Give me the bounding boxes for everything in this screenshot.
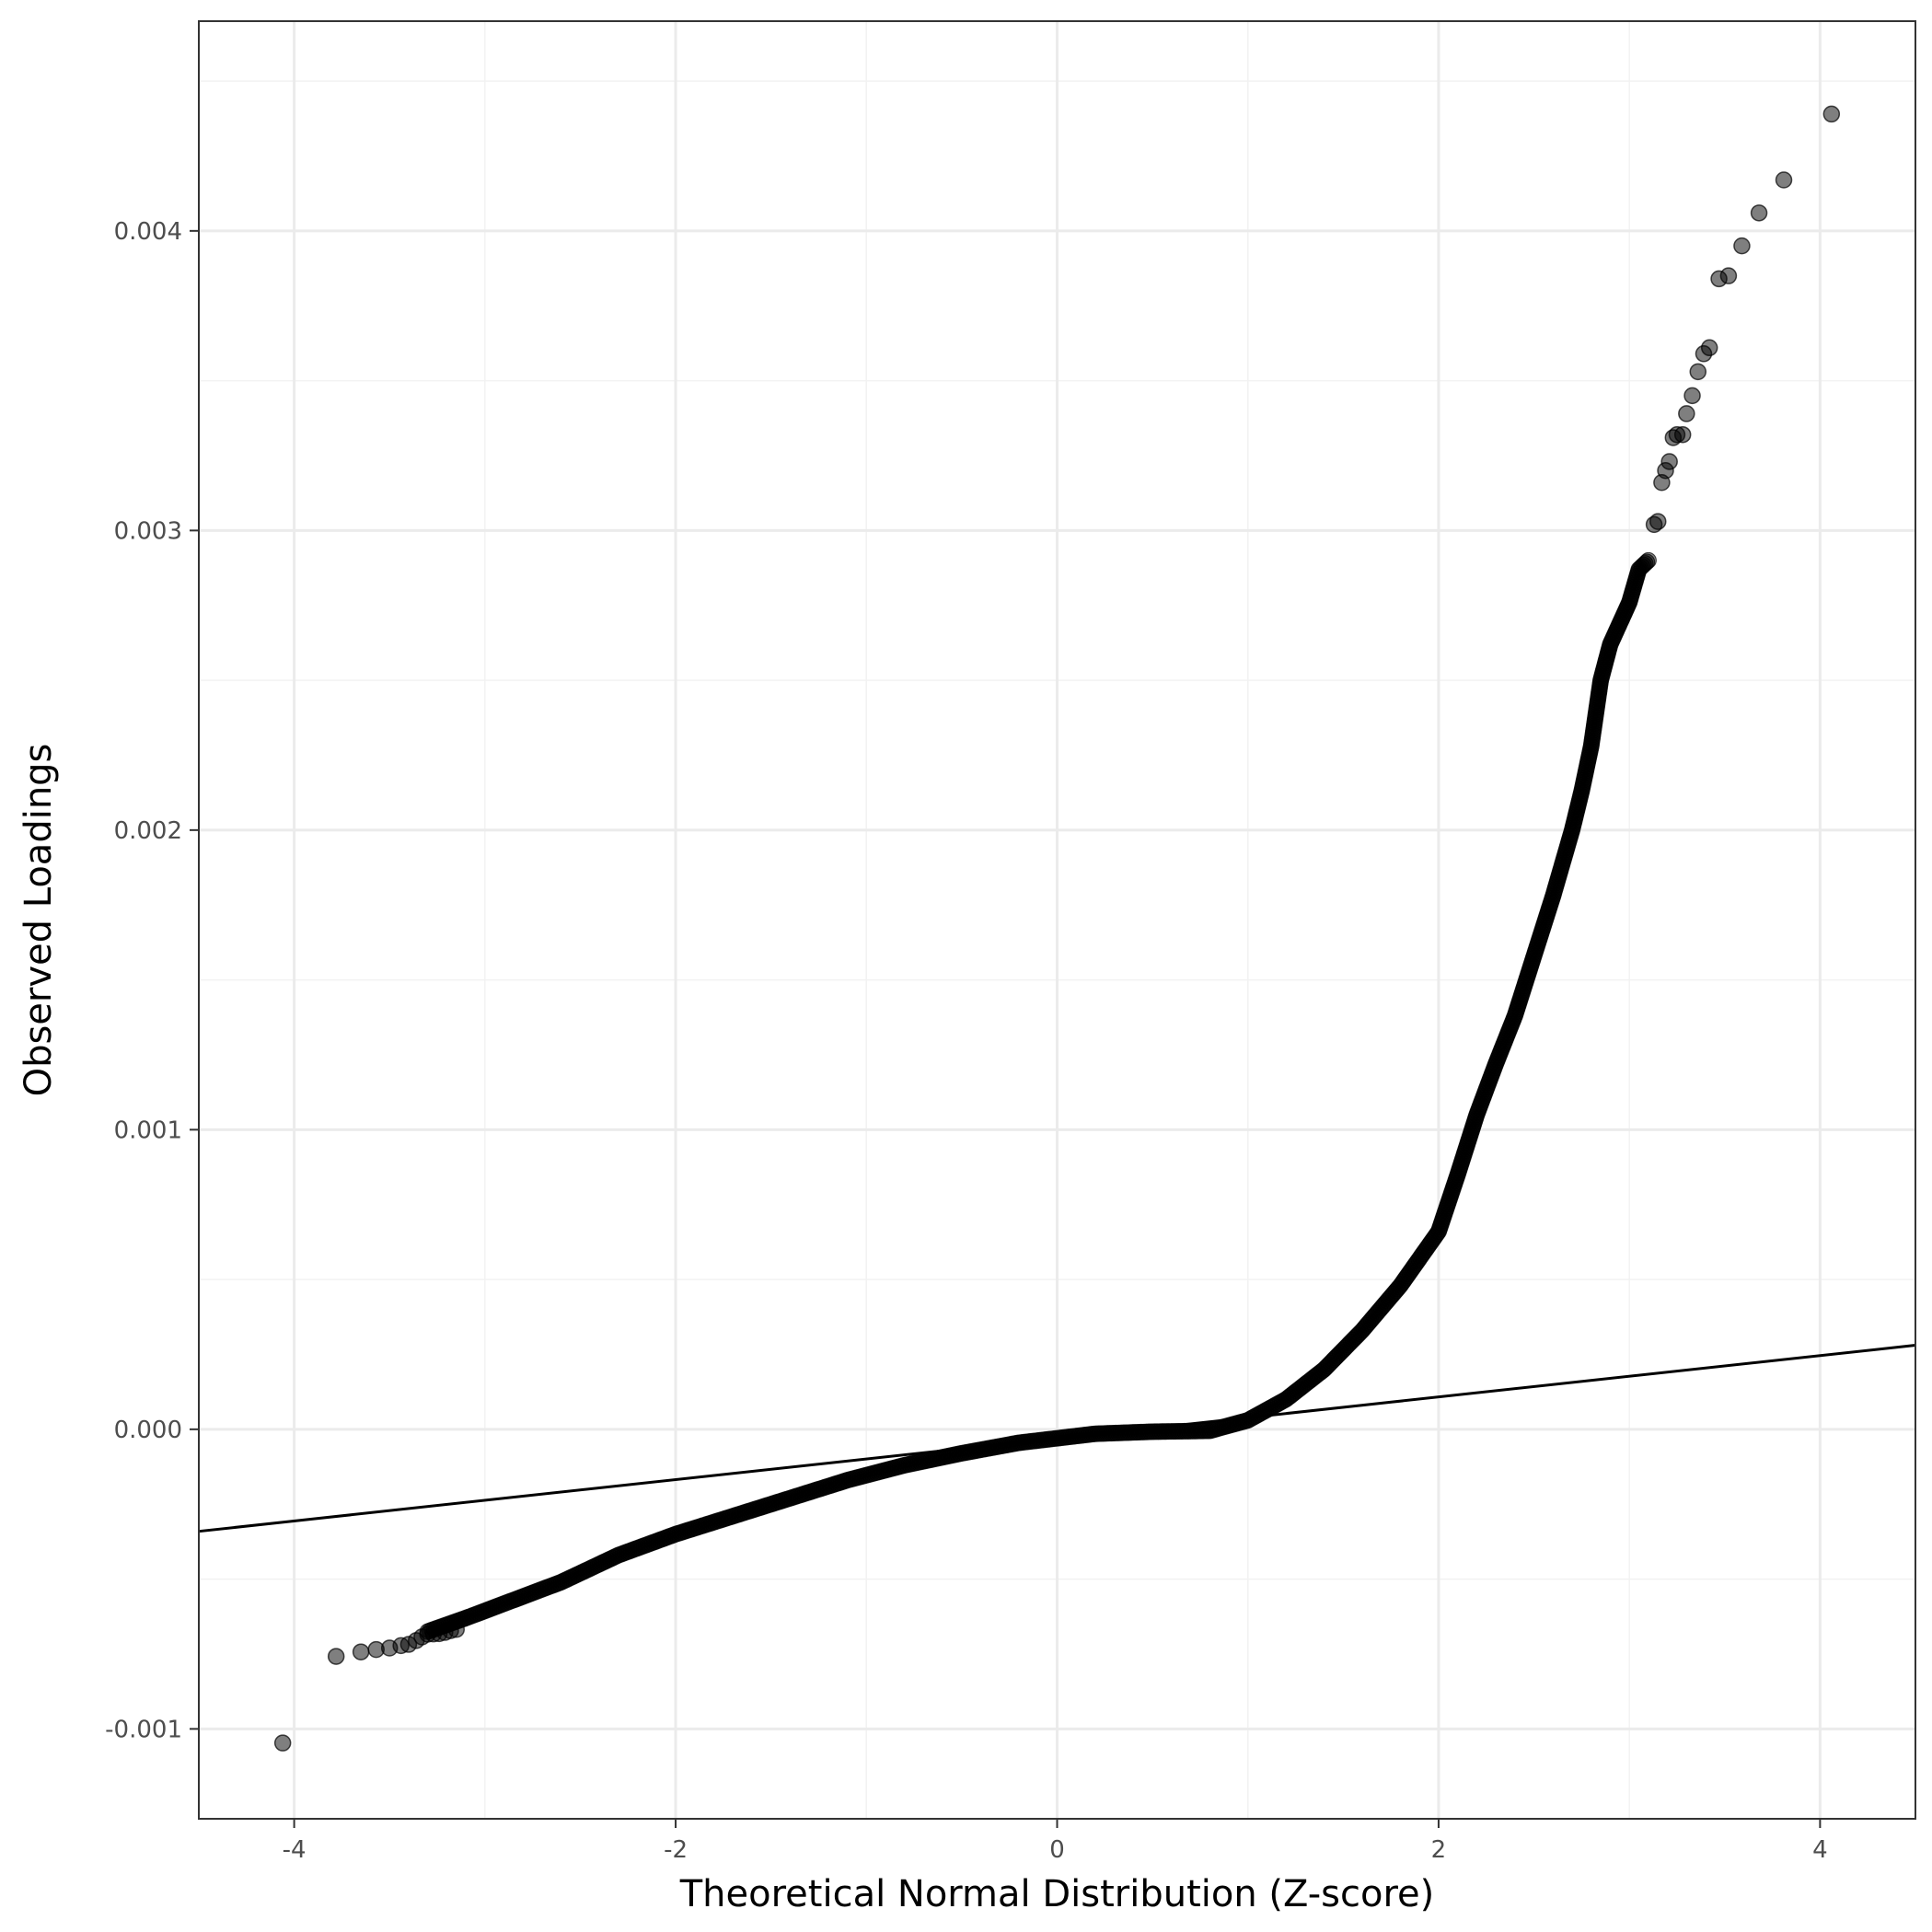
- qq-point: [1660, 453, 1678, 470]
- qq-point: [1689, 363, 1707, 381]
- y-axis-title: Observed Loadings: [17, 744, 60, 1097]
- x-tick-label: 4: [1812, 1836, 1828, 1864]
- x-tick-label: 2: [1431, 1836, 1447, 1864]
- qq-point: [352, 1643, 370, 1660]
- qq-point: [1822, 105, 1841, 123]
- y-axis: -0.001 0.000 0.001 0.002 0.003 0.004: [105, 218, 199, 1743]
- qq-point: [1649, 513, 1667, 530]
- qq-point: [1683, 387, 1701, 405]
- y-tick-label: -0.001: [105, 1716, 182, 1743]
- y-tick-label: 0.001: [114, 1116, 182, 1144]
- qq-point: [1719, 267, 1738, 284]
- y-tick-label: 0.003: [114, 517, 182, 545]
- x-axis: -4 -2 0 2 4: [283, 1819, 1828, 1864]
- x-tick-label: -4: [283, 1836, 307, 1864]
- qq-point: [1673, 425, 1692, 444]
- grid-major: [199, 21, 1915, 1819]
- y-tick-label: 0.002: [114, 817, 182, 845]
- qq-point: [1750, 204, 1768, 222]
- x-tick-label: 0: [1049, 1836, 1065, 1864]
- x-axis-title: Theoretical Normal Distribution (Z-score…: [679, 1873, 1435, 1915]
- qq-point: [1639, 551, 1657, 569]
- qq-point: [327, 1648, 345, 1665]
- points-layer: [273, 105, 1841, 1752]
- y-tick-label: 0.004: [114, 218, 182, 246]
- qq-point: [273, 1734, 292, 1752]
- y-tick-label: 0.000: [114, 1417, 182, 1444]
- qq-point: [1700, 339, 1718, 357]
- qq-point: [1678, 405, 1695, 422]
- qq-point: [1775, 171, 1793, 189]
- qq-point: [1733, 237, 1751, 255]
- x-tick-label: -2: [664, 1836, 688, 1864]
- qq-point: [447, 1621, 465, 1638]
